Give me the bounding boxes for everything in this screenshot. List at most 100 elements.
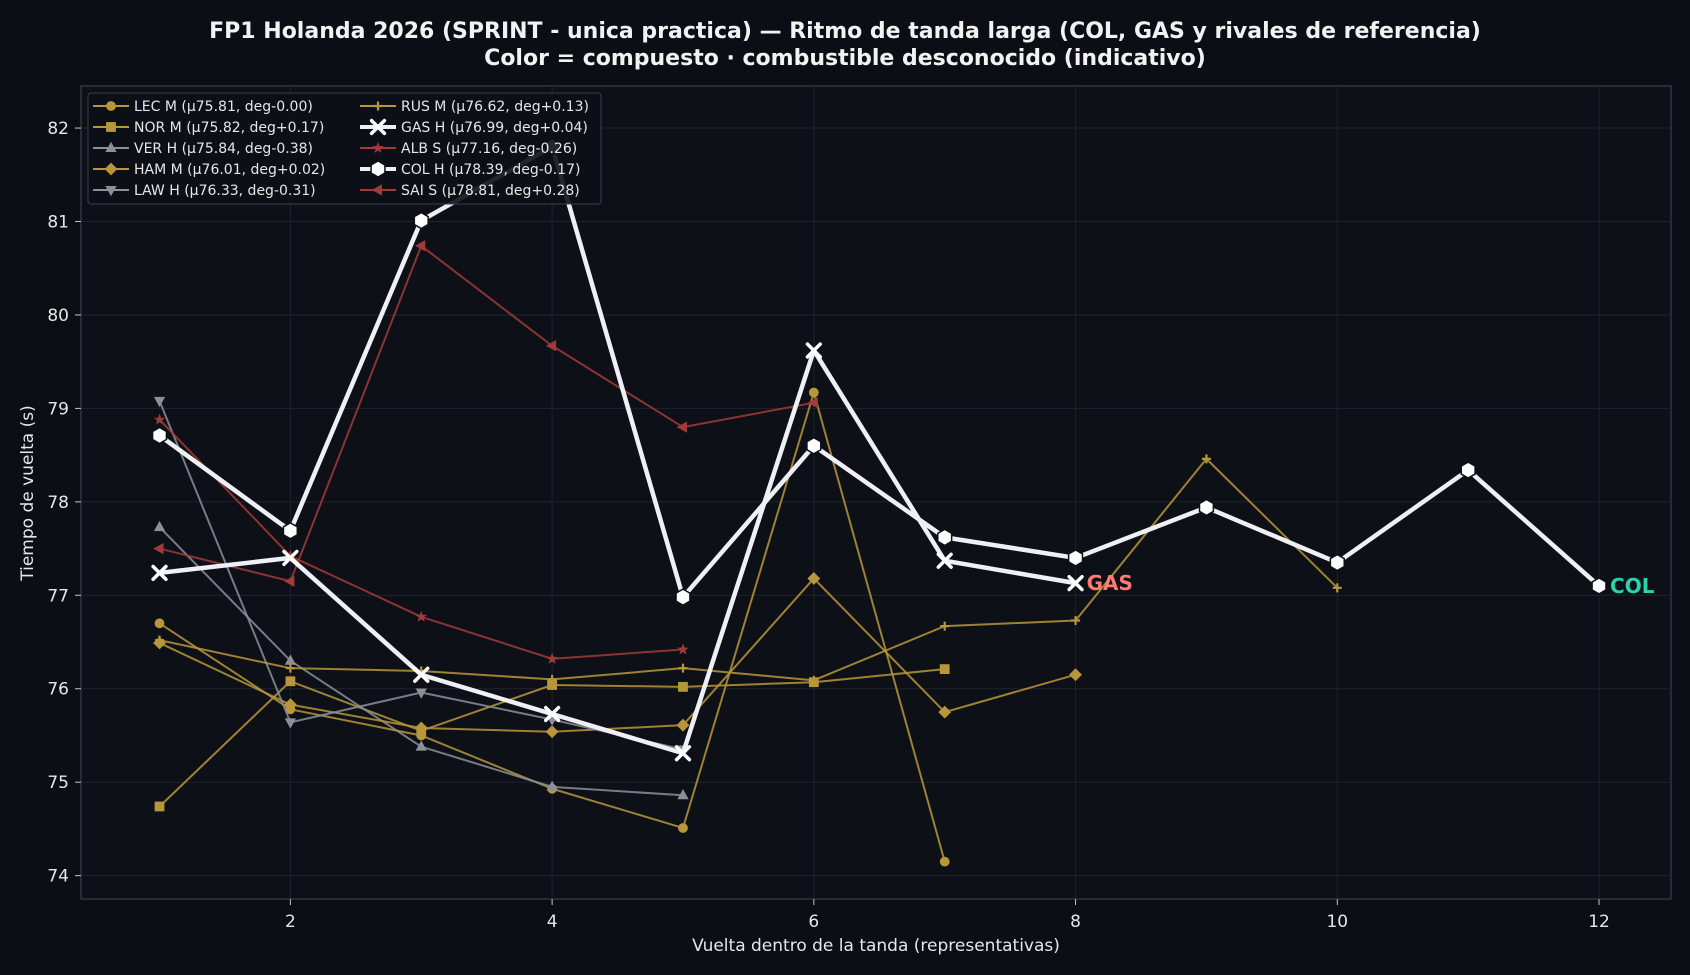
chart-subtitle: Color = compuesto · combustible desconoc…: [484, 46, 1206, 71]
y-tick-label: 78: [47, 493, 69, 513]
series-line: [159, 577, 1076, 733]
data-point: [1332, 583, 1342, 593]
series-col: [151, 137, 1607, 607]
series-line: [159, 348, 1076, 756]
legend: LEC M (μ75.81, deg-0.00) NOR M (μ75.82, d…: [87, 92, 602, 205]
data-point: [285, 663, 295, 673]
legend-swatch-marker: [105, 185, 117, 197]
data-point: [1329, 553, 1345, 572]
data-point: [678, 681, 688, 692]
legend-item: ALB S (μ77.16, deg-0.26): [360, 141, 577, 157]
y-tick-label: 74: [47, 867, 69, 887]
data-point: [154, 801, 165, 812]
legend-label: NOR M (μ75.82, deg+0.17): [134, 120, 324, 136]
x-tick-label: 2: [285, 912, 296, 932]
legend-swatch-marker: [372, 141, 384, 153]
legend-swatch-marker: [370, 160, 386, 178]
legend-label: RUS M (μ76.62, deg+0.13): [401, 99, 589, 115]
data-point: [1067, 549, 1084, 567]
data-point: [283, 698, 297, 712]
data-point: [1591, 577, 1607, 595]
legend-item: COL H (μ78.39, deg-0.17): [360, 160, 580, 178]
data-point: [1071, 616, 1081, 626]
data-point: [153, 520, 166, 532]
data-point: [1198, 498, 1215, 517]
data-point: [284, 575, 295, 587]
data-point: [151, 426, 168, 445]
legend-item: RUS M (μ76.62, deg+0.13): [360, 99, 589, 115]
y-axis-label: Tiempo de vuelta (s): [18, 405, 38, 581]
legend-label: GAS H (μ76.99, deg+0.04): [401, 120, 588, 136]
x-tick-label: 4: [547, 912, 558, 932]
data-point: [675, 588, 691, 607]
axis-ticks: 2 4 6 8 10 12 74 75 76 77 78 79 80 81 82: [47, 119, 1609, 932]
data-point: [807, 572, 821, 585]
y-tick-label: 81: [47, 213, 69, 233]
data-point: [415, 688, 427, 699]
data-point: [413, 666, 430, 683]
data-point: [153, 396, 166, 408]
end-label-gas: GAS: [1087, 571, 1133, 595]
legend-item: HAM M (μ76.01, deg+0.02): [93, 162, 325, 178]
data-point: [939, 664, 950, 675]
data-point: [415, 740, 427, 751]
plot-area: [80, 85, 1672, 900]
data-point: [937, 528, 953, 547]
legend-label: HAM M (μ76.01, deg+0.02): [134, 162, 325, 178]
series-sai: [153, 240, 818, 587]
data-point: [1069, 668, 1082, 682]
data-point: [676, 421, 687, 433]
y-tick-label: 82: [47, 119, 69, 139]
data-point: [543, 705, 561, 723]
grid: [81, 86, 1671, 899]
y-tick-label: 75: [47, 773, 69, 793]
data-point: [1460, 461, 1476, 479]
data-point: [674, 745, 692, 762]
legend-swatch-marker: [104, 162, 118, 176]
data-point: [414, 721, 428, 735]
series-gas: [151, 342, 1084, 762]
chart-title: FP1 Holanda 2026 (SPRINT - unica practic…: [209, 19, 1481, 44]
data-point: [677, 789, 689, 800]
x-tick-label: 12: [1588, 912, 1610, 932]
y-tick-label: 76: [47, 680, 69, 700]
legend-label: LAW H (μ76.33, deg-0.31): [134, 183, 316, 199]
y-tick-label: 79: [47, 399, 69, 419]
data-point: [678, 823, 688, 833]
series-ham: [153, 572, 1082, 739]
legend-swatch-marker: [106, 101, 116, 111]
data-point: [1067, 574, 1084, 592]
data-point: [415, 240, 426, 252]
end-labels: GAS COL: [1087, 571, 1655, 598]
series-line: [159, 244, 815, 583]
data-point: [153, 413, 166, 425]
data-point: [808, 387, 819, 398]
x-axis-label: Vuelta dentro de la tanda (representativ…: [692, 936, 1060, 956]
legend-swatch-marker: [106, 122, 116, 132]
data-point: [1201, 454, 1211, 464]
data-point: [153, 542, 164, 555]
series-layer: [151, 137, 1607, 867]
data-point: [154, 618, 165, 629]
series-rus: [155, 454, 1342, 685]
data-point: [809, 675, 819, 685]
legend-item: LAW H (μ76.33, deg-0.31): [93, 183, 316, 199]
end-label-col: COL: [1610, 574, 1655, 598]
legend-swatch-marker: [369, 118, 387, 136]
legend-label: LEC M (μ75.81, deg-0.00): [134, 99, 313, 115]
y-tick-label: 80: [47, 306, 69, 326]
legend-item: SAI S (μ78.81, deg+0.28): [360, 183, 580, 199]
data-point: [545, 725, 559, 739]
data-point: [936, 552, 953, 569]
data-point: [413, 211, 429, 230]
x-tick-label: 6: [808, 912, 819, 932]
legend-item: GAS H (μ76.99, deg+0.04): [360, 118, 588, 136]
data-point: [547, 674, 557, 684]
data-point: [546, 652, 558, 664]
x-tick-label: 10: [1326, 912, 1348, 932]
data-point: [545, 340, 557, 352]
legend-box: [87, 92, 602, 205]
data-point: [155, 635, 165, 645]
data-point: [676, 718, 690, 732]
